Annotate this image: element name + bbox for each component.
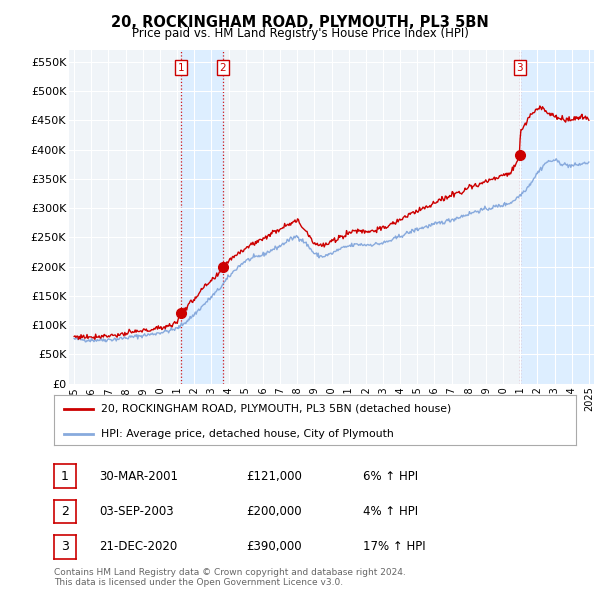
Bar (181, 50, 223, 384)
Text: 3: 3 (517, 63, 523, 73)
Text: £200,000: £200,000 (246, 505, 302, 518)
Text: £390,000: £390,000 (246, 540, 302, 553)
Text: HPI: Average price, detached house, City of Plymouth: HPI: Average price, detached house, City… (101, 430, 394, 440)
Bar (520, 50, 594, 384)
Text: 17% ↑ HPI: 17% ↑ HPI (363, 540, 425, 553)
Text: 30-MAR-2001: 30-MAR-2001 (99, 470, 178, 483)
Text: 3: 3 (61, 540, 69, 553)
Text: 20, ROCKINGHAM ROAD, PLYMOUTH, PL3 5BN: 20, ROCKINGHAM ROAD, PLYMOUTH, PL3 5BN (111, 15, 489, 30)
Text: 20, ROCKINGHAM ROAD, PLYMOUTH, PL3 5BN (detached house): 20, ROCKINGHAM ROAD, PLYMOUTH, PL3 5BN (… (101, 404, 451, 414)
Text: 21-DEC-2020: 21-DEC-2020 (99, 540, 177, 553)
Text: Price paid vs. HM Land Registry's House Price Index (HPI): Price paid vs. HM Land Registry's House … (131, 27, 469, 40)
Text: 6% ↑ HPI: 6% ↑ HPI (363, 470, 418, 483)
Text: 1: 1 (61, 470, 69, 483)
Text: 03-SEP-2003: 03-SEP-2003 (99, 505, 173, 518)
Text: 2: 2 (61, 505, 69, 518)
Text: 1: 1 (178, 63, 185, 73)
Text: Contains HM Land Registry data © Crown copyright and database right 2024.
This d: Contains HM Land Registry data © Crown c… (54, 568, 406, 587)
Text: 2: 2 (220, 63, 226, 73)
Text: £121,000: £121,000 (246, 470, 302, 483)
Text: 4% ↑ HPI: 4% ↑ HPI (363, 505, 418, 518)
